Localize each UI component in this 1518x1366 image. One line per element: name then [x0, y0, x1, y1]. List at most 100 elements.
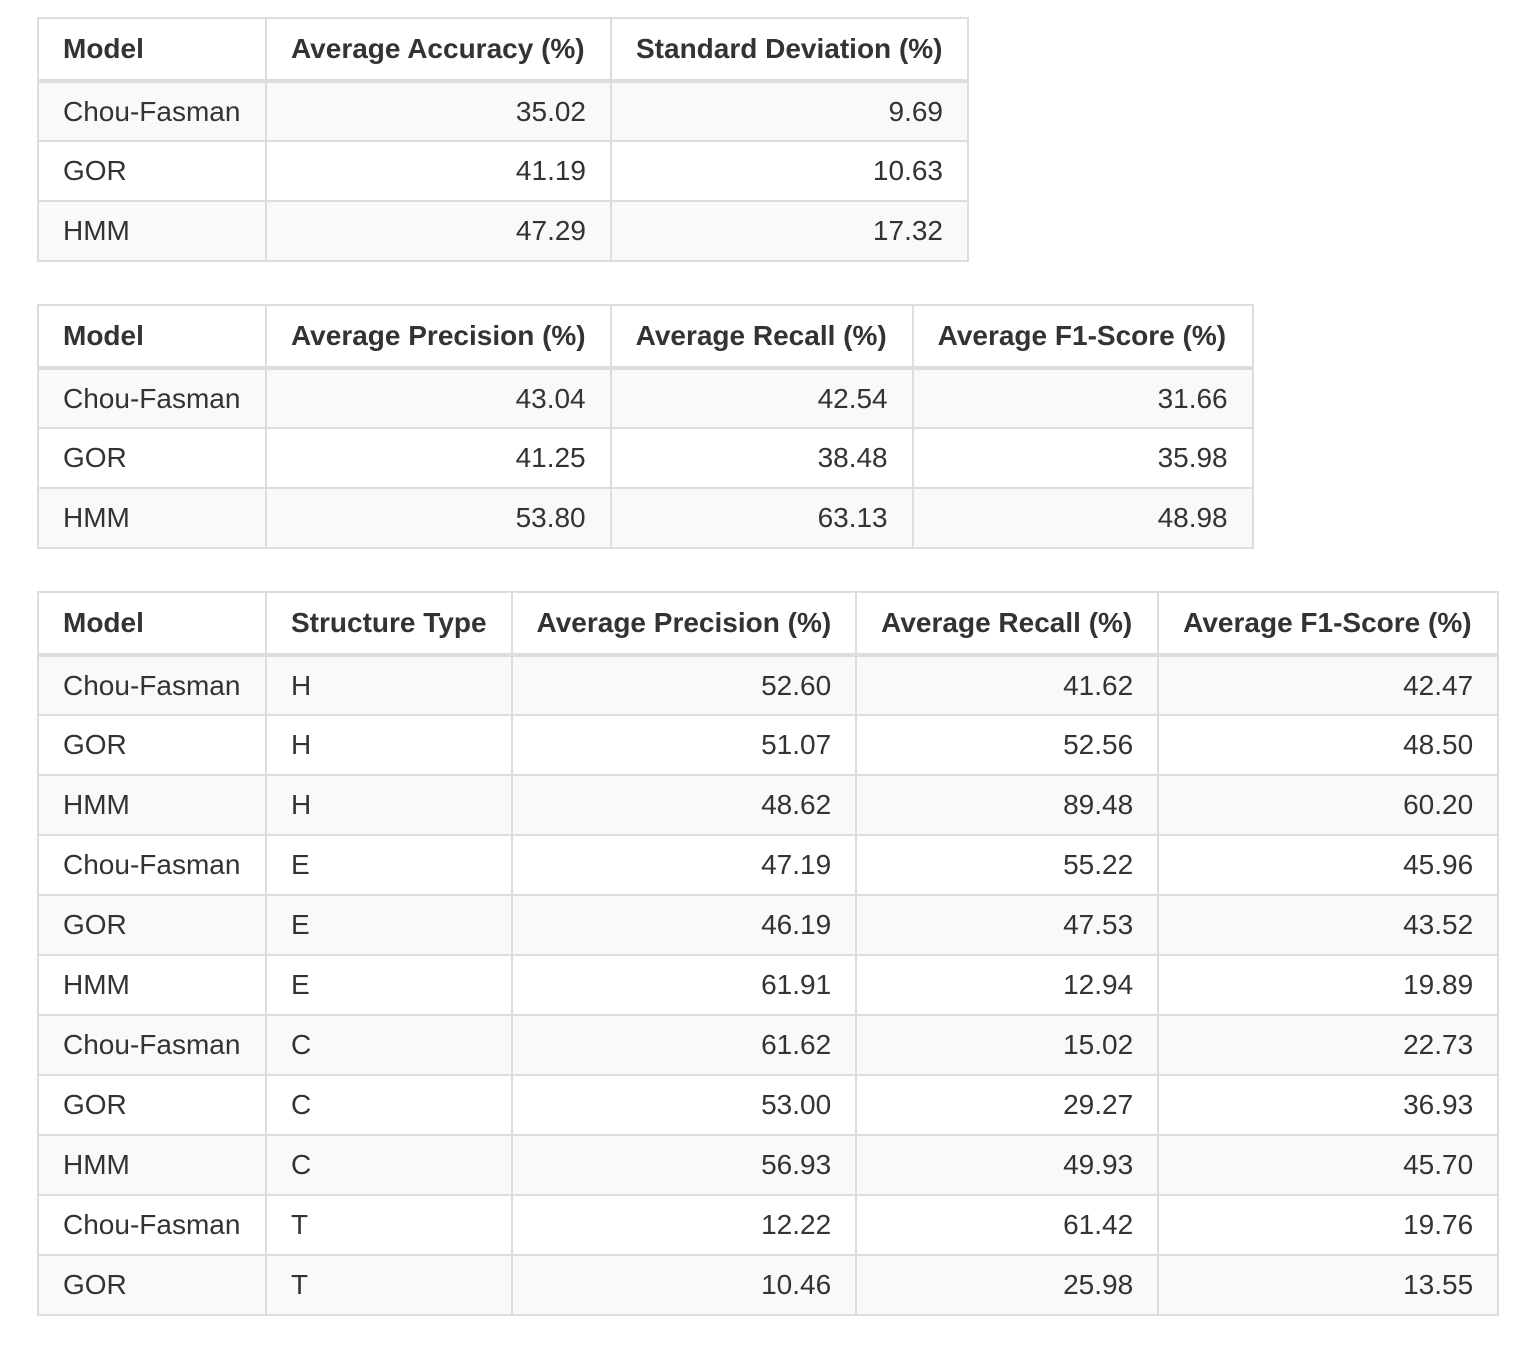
table-cell: 47.19 [510, 834, 858, 896]
table-cell: Chou-Fasman [37, 1014, 267, 1076]
table-cell: 46.19 [510, 894, 858, 956]
table-cell: C [265, 1134, 513, 1196]
table-cell: 12.22 [510, 1194, 858, 1256]
table-cell: 48.98 [911, 487, 1254, 549]
column-header: Structure Type [265, 591, 513, 657]
table-row: Chou-Fasman E 47.19 55.22 45.96 [37, 834, 1500, 896]
table-cell: 35.98 [911, 427, 1254, 489]
table-cell: 43.52 [1157, 894, 1500, 956]
data-table: Model Structure Type Average Precision (%)… [37, 591, 1500, 1316]
column-header: Average Precision (%) [510, 591, 858, 657]
table-header: Model Average Precision (%) Average Recall… [37, 304, 1254, 370]
table-cell: HMM [37, 200, 267, 262]
table-cell: H [265, 654, 513, 716]
table-cell: 35.02 [265, 80, 612, 142]
column-header: Average F1-Score (%) [1157, 591, 1500, 657]
table-row: GOR E 46.19 47.53 43.52 [37, 894, 1500, 956]
table-cell: 22.73 [1157, 1014, 1500, 1076]
table-cell: 29.27 [855, 1074, 1160, 1136]
column-header: Average Recall (%) [609, 304, 914, 370]
data-table: Model Average Precision (%) Average Recall… [37, 304, 1254, 549]
table-cell: GOR [37, 714, 267, 776]
table-row: GOR T 10.46 25.98 13.55 [37, 1254, 1500, 1316]
column-header: Model [37, 304, 267, 370]
column-header: Average F1-Score (%) [911, 304, 1254, 370]
table-cell: 38.48 [609, 427, 914, 489]
table-row: Chou-Fasman T 12.22 61.42 19.76 [37, 1194, 1500, 1256]
table-cell: 61.91 [510, 954, 858, 1016]
table-cell: C [265, 1074, 513, 1136]
table-cell: GOR [37, 1254, 267, 1316]
table-row: Chou-Fasman 43.04 42.54 31.66 [37, 367, 1254, 429]
table-cell: 52.56 [855, 714, 1160, 776]
table-cell: H [265, 714, 513, 776]
table-row: GOR 41.25 38.48 35.98 [37, 427, 1254, 489]
table-cell: E [265, 834, 513, 896]
table-cell: 45.70 [1157, 1134, 1500, 1196]
table-cell: 25.98 [855, 1254, 1160, 1316]
column-header: Standard Deviation (%) [610, 17, 969, 83]
column-header: Average Accuracy (%) [265, 17, 612, 83]
table-cell: 43.04 [265, 367, 612, 429]
header-row: Model Average Accuracy (%) Standard Deviat… [37, 17, 969, 83]
table-cell: 12.94 [855, 954, 1160, 1016]
table-row: HMM 47.29 17.32 [37, 200, 969, 262]
table-cell: E [265, 894, 513, 956]
table-cell: 42.54 [609, 367, 914, 429]
table-row: GOR C 53.00 29.27 36.93 [37, 1074, 1500, 1136]
column-header: Model [37, 17, 267, 83]
table-cell: E [265, 954, 513, 1016]
table-cell: C [265, 1014, 513, 1076]
table-cell: 10.63 [610, 140, 969, 202]
column-header: Average Precision (%) [265, 304, 612, 370]
table-row: Chou-Fasman C 61.62 15.02 22.73 [37, 1014, 1500, 1076]
table-cell: 53.80 [265, 487, 612, 549]
table-cell: HMM [37, 487, 267, 549]
table-cell: 17.32 [610, 200, 969, 262]
header-row: Model Average Precision (%) Average Recall… [37, 304, 1254, 370]
table-cell: 48.62 [510, 774, 858, 836]
table-cell: Chou-Fasman [37, 1194, 267, 1256]
table-cell: 52.60 [510, 654, 858, 716]
table-body: Chou-Fasman 43.04 42.54 31.66 GOR 41.25 38.48 3… [37, 367, 1254, 549]
table-cell: Chou-Fasman [37, 367, 267, 429]
column-header: Model [37, 591, 267, 657]
table-cell: T [265, 1254, 513, 1316]
table-cell: HMM [37, 1134, 267, 1196]
table-cell: 49.93 [855, 1134, 1160, 1196]
table-cell: 9.69 [610, 80, 969, 142]
table-cell: 45.96 [1157, 834, 1500, 896]
table-cell: 51.07 [510, 714, 858, 776]
table-cell: 13.55 [1157, 1254, 1500, 1316]
table-cell: GOR [37, 140, 267, 202]
table-cell: 61.62 [510, 1014, 858, 1076]
table-cell: 31.66 [911, 367, 1254, 429]
table-cell: 19.89 [1157, 954, 1500, 1016]
table-body: Chou-Fasman H 52.60 41.62 42.47 GOR H 51.07 52.5… [37, 654, 1500, 1316]
table-cell: 47.53 [855, 894, 1160, 956]
table-cell: 60.20 [1157, 774, 1500, 836]
table-cell: H [265, 774, 513, 836]
table-cell: 41.25 [265, 427, 612, 489]
table-cell: T [265, 1194, 513, 1256]
table-cell: 55.22 [855, 834, 1160, 896]
table-cell: 36.93 [1157, 1074, 1500, 1136]
table-cell: Chou-Fasman [37, 654, 267, 716]
table-cell: 15.02 [855, 1014, 1160, 1076]
table-cell: GOR [37, 1074, 267, 1136]
table-row: HMM C 56.93 49.93 45.70 [37, 1134, 1500, 1196]
table-cell: 47.29 [265, 200, 612, 262]
table-row: Chou-Fasman H 52.60 41.62 42.47 [37, 654, 1500, 716]
table-cell: 53.00 [510, 1074, 858, 1136]
caption: Protein [905, 0, 975, 4]
table-cell: HMM [37, 774, 267, 836]
table-row: Chou-Fasman 35.02 9.69 [37, 80, 969, 142]
table-cell: HMM [37, 954, 267, 1016]
table-cell: Chou-Fasman [37, 834, 267, 896]
column-header: Average Recall (%) [855, 591, 1160, 657]
table-row: HMM H 48.62 89.48 60.20 [37, 774, 1500, 836]
table-header: Model Average Accuracy (%) Standard Deviat… [37, 17, 969, 83]
table-row: HMM 53.80 63.13 48.98 [37, 487, 1254, 549]
table-cell: 56.93 [510, 1134, 858, 1196]
